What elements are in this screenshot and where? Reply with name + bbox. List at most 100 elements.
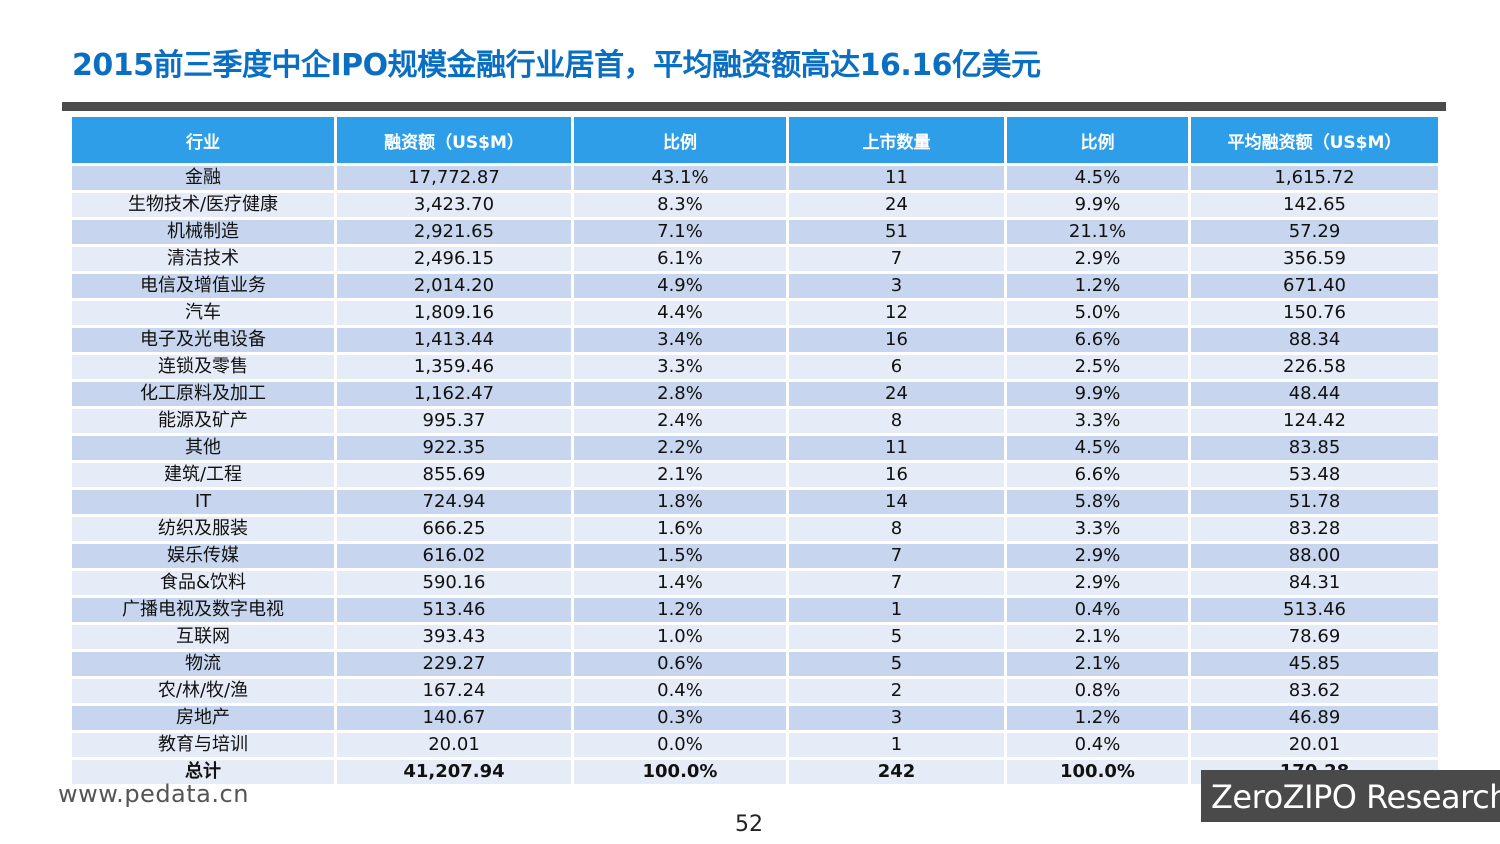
cell-listing-count: 7 — [789, 571, 1004, 595]
cell-industry: 能源及矿产 — [72, 409, 334, 433]
cell-industry: 教育与培训 — [72, 733, 334, 757]
cell-average-financing: 671.40 — [1191, 274, 1438, 298]
cell-financing-amount: 229.27 — [337, 652, 571, 676]
cell-average-financing: 88.34 — [1191, 328, 1438, 352]
cell-listing-count: 16 — [789, 463, 1004, 487]
cell-amount-ratio: 8.3% — [574, 193, 786, 217]
table-row: 化工原料及加工 1,162.47 2.8% 24 9.9% 48.44 — [72, 382, 1438, 406]
cell-count-ratio: 6.6% — [1007, 328, 1188, 352]
cell-listing-count: 7 — [789, 544, 1004, 568]
cell-financing-amount: 1,359.46 — [337, 355, 571, 379]
header-financing-amount: 融资额（US$M） — [337, 117, 571, 163]
table-row: 电信及增值业务 2,014.20 4.9% 3 1.2% 671.40 — [72, 274, 1438, 298]
cell-industry: 机械制造 — [72, 220, 334, 244]
header-average-financing: 平均融资额（US$M） — [1191, 117, 1438, 163]
table-row: 其他 922.35 2.2% 11 4.5% 83.85 — [72, 436, 1438, 460]
cell-industry: 电信及增值业务 — [72, 274, 334, 298]
cell-amount-ratio: 0.3% — [574, 706, 786, 730]
cell-amount-ratio: 1.0% — [574, 625, 786, 649]
cell-industry: 清洁技术 — [72, 247, 334, 271]
total-cell-listing-count: 242 — [789, 760, 1004, 784]
cell-financing-amount: 20.01 — [337, 733, 571, 757]
cell-amount-ratio: 1.2% — [574, 598, 786, 622]
cell-industry: 其他 — [72, 436, 334, 460]
cell-count-ratio: 21.1% — [1007, 220, 1188, 244]
cell-amount-ratio: 1.6% — [574, 517, 786, 541]
footer-website: www.pedata.cn — [58, 780, 249, 808]
cell-count-ratio: 4.5% — [1007, 166, 1188, 190]
cell-count-ratio: 2.9% — [1007, 571, 1188, 595]
cell-count-ratio: 2.1% — [1007, 625, 1188, 649]
cell-listing-count: 24 — [789, 193, 1004, 217]
cell-financing-amount: 922.35 — [337, 436, 571, 460]
cell-industry: 互联网 — [72, 625, 334, 649]
cell-industry: 汽车 — [72, 301, 334, 325]
cell-industry: 农/林/牧/渔 — [72, 679, 334, 703]
cell-average-financing: 142.65 — [1191, 193, 1438, 217]
cell-average-financing: 226.58 — [1191, 355, 1438, 379]
table-header: 行业 融资额（US$M） 比例 上市数量 比例 平均融资额（US$M） — [72, 117, 1438, 163]
cell-amount-ratio: 4.9% — [574, 274, 786, 298]
industry-ipo-table: 行业 融资额（US$M） 比例 上市数量 比例 平均融资额（US$M） 金融 17… — [69, 114, 1441, 787]
cell-average-financing: 20.01 — [1191, 733, 1438, 757]
table-row: 农/林/牧/渔 167.24 0.4% 2 0.8% 83.62 — [72, 679, 1438, 703]
cell-listing-count: 51 — [789, 220, 1004, 244]
cell-average-financing: 84.31 — [1191, 571, 1438, 595]
cell-listing-count: 3 — [789, 706, 1004, 730]
cell-listing-count: 7 — [789, 247, 1004, 271]
table-row: 电子及光电设备 1,413.44 3.4% 16 6.6% 88.34 — [72, 328, 1438, 352]
cell-listing-count: 11 — [789, 166, 1004, 190]
cell-listing-count: 1 — [789, 598, 1004, 622]
brand-text: ZeroZIPO Research — [1211, 778, 1500, 816]
cell-financing-amount: 616.02 — [337, 544, 571, 568]
cell-amount-ratio: 1.8% — [574, 490, 786, 514]
cell-count-ratio: 5.0% — [1007, 301, 1188, 325]
cell-industry: 连锁及零售 — [72, 355, 334, 379]
table-body: 金融 17,772.87 43.1% 11 4.5% 1,615.72 生物技术/医疗健康 3… — [72, 166, 1438, 784]
total-cell-industry: 总计 — [72, 760, 334, 784]
cell-amount-ratio: 2.1% — [574, 463, 786, 487]
cell-count-ratio: 0.8% — [1007, 679, 1188, 703]
cell-amount-ratio: 0.6% — [574, 652, 786, 676]
cell-average-financing: 57.29 — [1191, 220, 1438, 244]
cell-financing-amount: 140.67 — [337, 706, 571, 730]
page-number: 52 — [735, 812, 763, 837]
cell-average-financing: 83.85 — [1191, 436, 1438, 460]
cell-listing-count: 24 — [789, 382, 1004, 406]
header-listing-count: 上市数量 — [789, 117, 1004, 163]
cell-count-ratio: 1.2% — [1007, 274, 1188, 298]
table-row: 生物技术/医疗健康 3,423.70 8.3% 24 9.9% 142.65 — [72, 193, 1438, 217]
cell-count-ratio: 9.9% — [1007, 382, 1188, 406]
cell-count-ratio: 9.9% — [1007, 193, 1188, 217]
table-row: 娱乐传媒 616.02 1.5% 7 2.9% 88.00 — [72, 544, 1438, 568]
cell-financing-amount: 513.46 — [337, 598, 571, 622]
header-count-ratio: 比例 — [1007, 117, 1188, 163]
cell-listing-count: 11 — [789, 436, 1004, 460]
cell-industry: 建筑/工程 — [72, 463, 334, 487]
cell-financing-amount: 2,921.65 — [337, 220, 571, 244]
cell-listing-count: 1 — [789, 733, 1004, 757]
cell-average-financing: 46.89 — [1191, 706, 1438, 730]
page-title: 2015前三季度中企IPO规模金融行业居首，平均融资额高达16.16亿美元 — [72, 48, 1041, 83]
cell-average-financing: 83.28 — [1191, 517, 1438, 541]
cell-average-financing: 88.00 — [1191, 544, 1438, 568]
cell-listing-count: 2 — [789, 679, 1004, 703]
cell-listing-count: 8 — [789, 409, 1004, 433]
cell-count-ratio: 2.1% — [1007, 652, 1188, 676]
cell-average-financing: 45.85 — [1191, 652, 1438, 676]
table-row: 汽车 1,809.16 4.4% 12 5.0% 150.76 — [72, 301, 1438, 325]
cell-industry: 生物技术/医疗健康 — [72, 193, 334, 217]
cell-listing-count: 16 — [789, 328, 1004, 352]
cell-financing-amount: 1,162.47 — [337, 382, 571, 406]
cell-industry: 纺织及服装 — [72, 517, 334, 541]
cell-count-ratio: 1.2% — [1007, 706, 1188, 730]
cell-average-financing: 53.48 — [1191, 463, 1438, 487]
brand-logo: ZeroZIPO Research — [1201, 770, 1500, 822]
table-row: 连锁及零售 1,359.46 3.3% 6 2.5% 226.58 — [72, 355, 1438, 379]
table-row: 金融 17,772.87 43.1% 11 4.5% 1,615.72 — [72, 166, 1438, 190]
cell-amount-ratio: 3.3% — [574, 355, 786, 379]
cell-amount-ratio: 2.8% — [574, 382, 786, 406]
total-cell-count-ratio: 100.0% — [1007, 760, 1188, 784]
table-row: 广播电视及数字电视 513.46 1.2% 1 0.4% 513.46 — [72, 598, 1438, 622]
header-amount-ratio: 比例 — [574, 117, 786, 163]
